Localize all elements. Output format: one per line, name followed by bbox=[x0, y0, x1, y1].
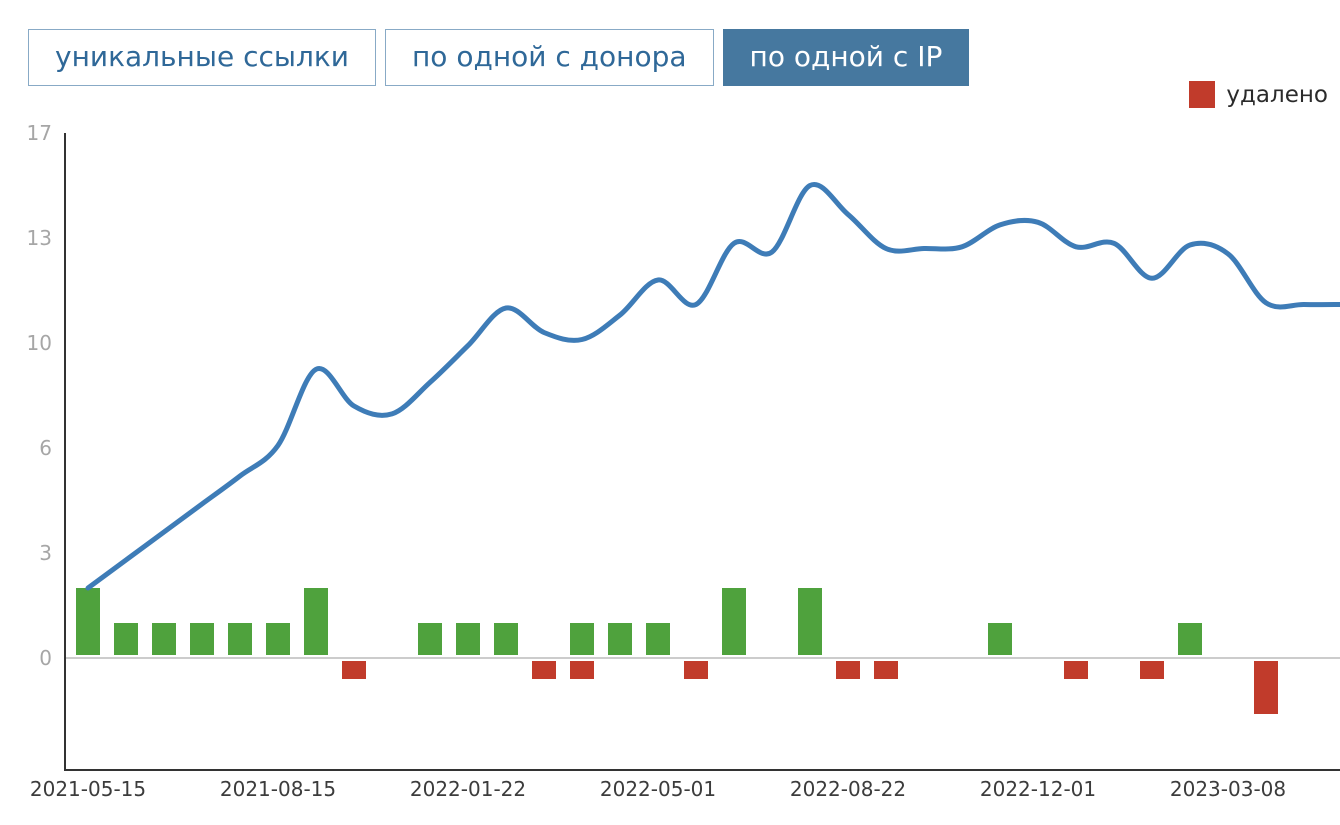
x-axis-tick-label: 2023-03-08 bbox=[1170, 777, 1286, 801]
added-links-bar bbox=[722, 588, 746, 655]
deleted-links-bar bbox=[532, 661, 556, 679]
tab-one-per-donor[interactable]: по одной с донора bbox=[385, 29, 714, 86]
added-links-bar bbox=[190, 623, 214, 655]
x-axis-tick-label: 2021-05-15 bbox=[30, 777, 146, 801]
x-axis-tick-label: 2022-05-01 bbox=[600, 777, 716, 801]
deleted-links-bar bbox=[570, 661, 594, 679]
added-links-bar bbox=[646, 623, 670, 655]
chart-mode-tabs: уникальные ссылки по одной с донора по о… bbox=[28, 29, 970, 86]
added-links-bar bbox=[798, 588, 822, 655]
added-links-bar bbox=[304, 588, 328, 655]
deleted-links-bar bbox=[1140, 661, 1164, 679]
y-axis-tick-label: 0 bbox=[39, 646, 52, 670]
backlinks-chart: 0 3 6 10 13 17 2021-05-15 2021-08-15 2022-01-22 2… bbox=[27, 121, 1340, 801]
added-links-bar bbox=[114, 623, 138, 655]
deleted-links-bar bbox=[874, 661, 898, 679]
y-axis-tick-label: 17 bbox=[27, 121, 52, 145]
deleted-links-bar bbox=[684, 661, 708, 679]
added-links-bar bbox=[608, 623, 632, 655]
x-axis-tick-label: 2021-08-15 bbox=[220, 777, 336, 801]
total-links-line bbox=[85, 182, 1340, 591]
y-axis-tick-label: 10 bbox=[27, 331, 52, 355]
y-axis-tick-label: 6 bbox=[39, 436, 52, 460]
added-links-bar bbox=[456, 623, 480, 655]
deleted-swatch-icon bbox=[1189, 81, 1216, 108]
x-axis-tick-label: 2022-01-22 bbox=[410, 777, 526, 801]
tab-one-per-ip[interactable]: по одной с IP bbox=[722, 29, 970, 86]
x-axis-tick-label: 2022-08-22 bbox=[790, 777, 906, 801]
added-links-bar bbox=[228, 623, 252, 655]
tab-unique-links[interactable]: уникальные ссылки bbox=[28, 29, 376, 86]
x-axis-tick-label: 2022-12-01 bbox=[980, 777, 1096, 801]
deleted-links-bar bbox=[1064, 661, 1088, 679]
y-axis-tick-label: 3 bbox=[39, 541, 52, 565]
added-links-bar bbox=[152, 623, 176, 655]
deleted-links-bar bbox=[836, 661, 860, 679]
legend-deleted-label: удалено bbox=[1226, 81, 1328, 108]
added-links-bar bbox=[988, 623, 1012, 655]
added-links-bar bbox=[266, 623, 290, 655]
added-links-bar bbox=[494, 623, 518, 655]
added-links-bar bbox=[76, 588, 100, 655]
added-links-bar bbox=[1178, 623, 1202, 655]
legend: удалено bbox=[1189, 81, 1328, 108]
added-links-bar bbox=[570, 623, 594, 655]
deleted-links-bar bbox=[342, 661, 366, 679]
y-axis-tick-label: 13 bbox=[27, 226, 52, 250]
deleted-links-bar bbox=[1254, 661, 1278, 714]
added-links-bar bbox=[418, 623, 442, 655]
